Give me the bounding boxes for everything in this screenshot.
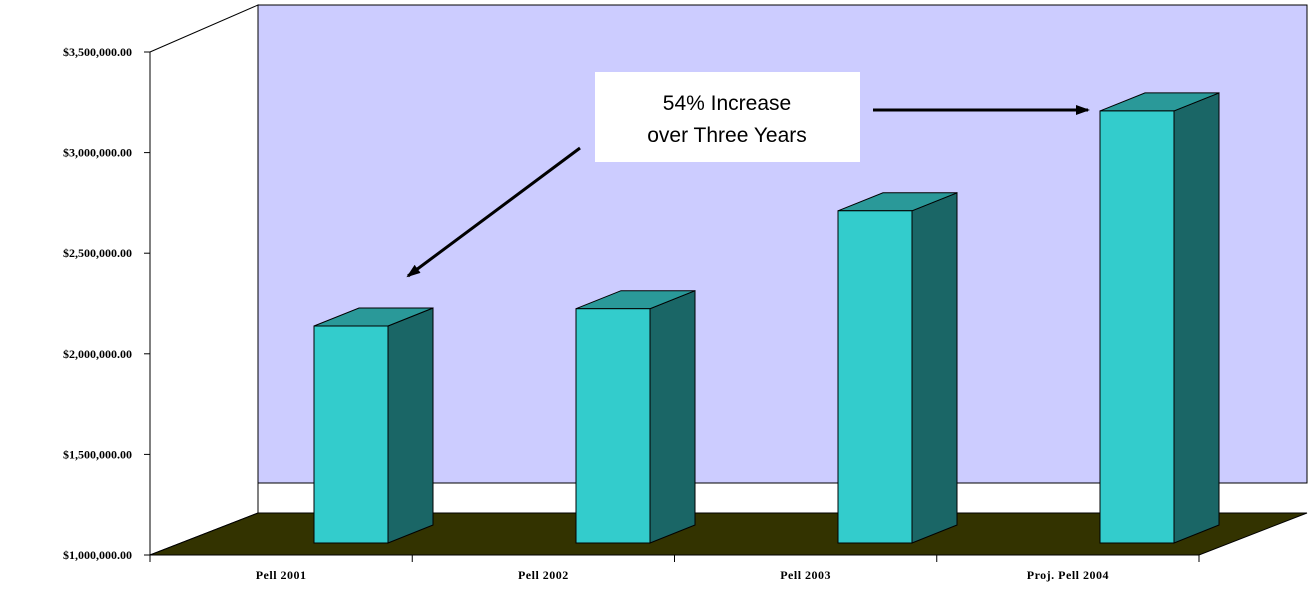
annotation-line-1: 54% Increase xyxy=(663,92,791,115)
y-tick-label: $1,000,000.00 xyxy=(63,548,132,562)
bar-front xyxy=(575,308,651,544)
annotation: 54% Increase over Three Years xyxy=(406,72,1090,278)
bar-front xyxy=(1099,110,1175,544)
y-tick-label: $3,500,000.00 xyxy=(63,45,132,59)
x-category-label: Pell 2001 xyxy=(256,568,307,582)
y-tick-label: $2,500,000.00 xyxy=(63,246,132,260)
bar-side xyxy=(387,307,434,544)
y-tick-label: $2,000,000.00 xyxy=(63,347,132,361)
bar-side xyxy=(649,289,696,544)
bar-front xyxy=(313,325,389,544)
bar xyxy=(837,192,958,544)
arrow-to-pell-2001 xyxy=(406,146,581,278)
x-category-label: Proj. Pell 2004 xyxy=(1027,568,1109,582)
x-category-label: Pell 2002 xyxy=(518,568,569,582)
side-wall xyxy=(149,4,259,556)
bar xyxy=(313,307,434,544)
x-category-label: Pell 2003 xyxy=(780,568,831,582)
bar xyxy=(1099,92,1220,544)
bar-side xyxy=(1173,92,1220,544)
bar xyxy=(575,289,696,544)
annotation-line-2: over Three Years xyxy=(647,124,807,147)
x-axis-ticks xyxy=(149,555,1200,562)
y-axis-ticks: $1,000,000.00 $1,500,000.00 $2,000,000.00 $… xyxy=(63,45,150,562)
x-axis-labels: Pell 2001 Pell 2002 Pell 2003 Proj. Pell 20… xyxy=(256,568,1109,582)
y-tick-label: $3,000,000.00 xyxy=(63,146,132,160)
bars xyxy=(313,92,1220,544)
annotation-box xyxy=(595,72,860,162)
bar-side xyxy=(911,192,958,544)
bar-front xyxy=(837,210,913,544)
y-tick-label: $1,500,000.00 xyxy=(63,447,132,461)
